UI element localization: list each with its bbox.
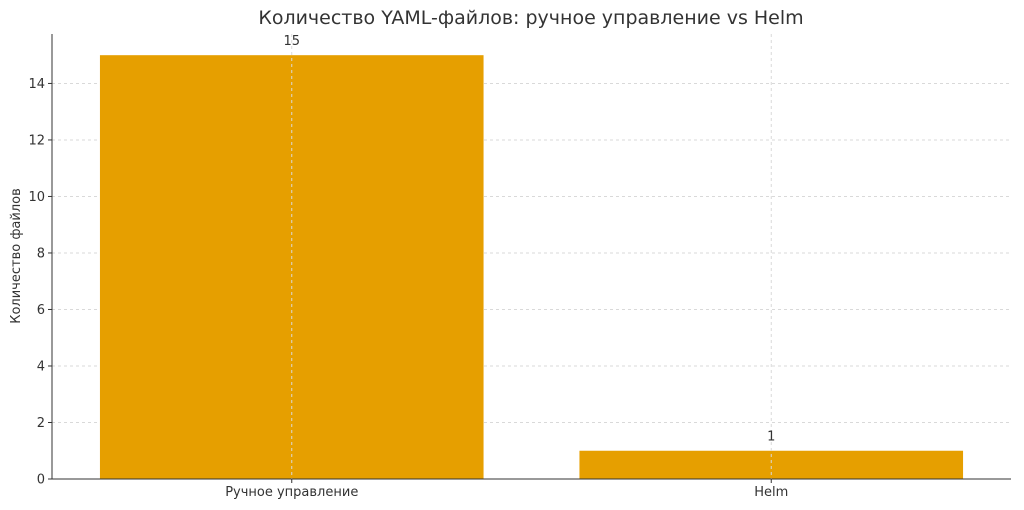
y-tick-label-4: 8 (37, 246, 45, 261)
y-tick-label-1: 2 (37, 416, 45, 431)
y-tick-label-6: 12 (28, 133, 45, 148)
data-label-0: 15 (283, 34, 300, 49)
chart-title: Количество YAML-файлов: ручное управлени… (258, 7, 803, 29)
y-tick-label-0: 0 (37, 473, 45, 488)
axes: 0 2 4 6 8 10 12 14 Ручное управление Helm (28, 34, 1011, 500)
data-label-1: 1 (767, 430, 775, 445)
x-tick-label-0: Ручное управление (225, 485, 358, 500)
bars (99, 34, 964, 479)
x-tick-label-1: Helm (754, 485, 788, 500)
y-tick-label-5: 10 (28, 190, 45, 205)
y-tick-label-7: 14 (28, 77, 45, 92)
y-tick-label-3: 6 (37, 303, 45, 318)
y-axis-label: Количество файлов (9, 188, 24, 324)
y-tick-label-2: 4 (37, 359, 45, 374)
data-labels: 15 1 (283, 34, 775, 445)
